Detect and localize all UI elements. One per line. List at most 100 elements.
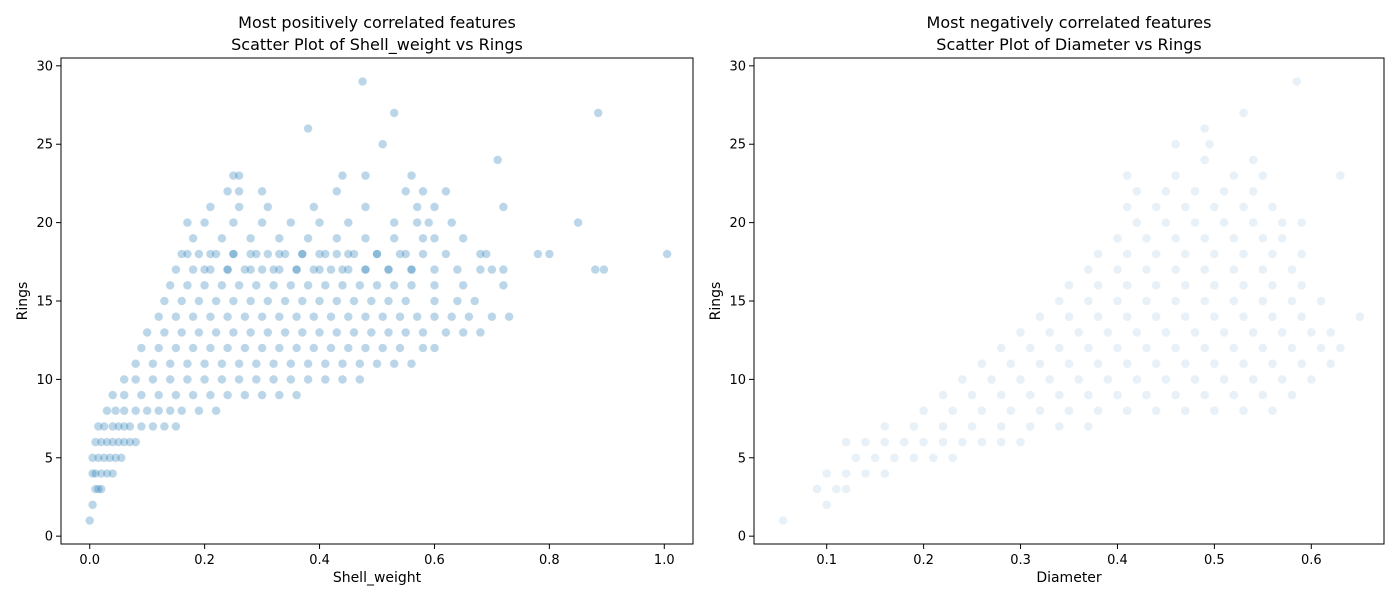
data-point [1151, 359, 1161, 369]
data-point [297, 249, 307, 259]
data-point [1200, 265, 1210, 275]
data-point [1209, 359, 1219, 369]
data-point [343, 218, 353, 228]
data-point [1190, 327, 1200, 338]
data-point [880, 437, 890, 447]
data-point [1103, 374, 1113, 385]
data-point [841, 484, 851, 494]
data-point [1209, 249, 1219, 259]
data-point [188, 343, 198, 353]
data-point [870, 453, 880, 463]
data-point [131, 359, 141, 369]
y-tick-label: 30 [729, 59, 746, 74]
data-point [337, 280, 348, 290]
data-point [274, 343, 284, 353]
data-point [154, 406, 164, 416]
data-point [909, 453, 919, 463]
data-point [822, 500, 832, 510]
data-point [234, 202, 244, 212]
data-point [1200, 233, 1210, 243]
data-point [360, 202, 371, 212]
data-point [1093, 359, 1103, 369]
data-point [326, 265, 336, 275]
data-point [314, 249, 325, 259]
data-point [1287, 296, 1297, 306]
data-point [110, 453, 121, 463]
data-point [1267, 202, 1278, 212]
data-point [200, 374, 210, 385]
data-point [1006, 359, 1016, 369]
data-point [108, 437, 118, 447]
data-point [358, 76, 368, 87]
data-point [188, 390, 198, 400]
data-point [481, 249, 491, 259]
data-point [662, 249, 672, 259]
data-point [131, 374, 141, 385]
data-point [217, 233, 227, 243]
data-point [593, 108, 603, 118]
data-point [171, 265, 181, 275]
data-point [429, 233, 440, 243]
plot-frame [60, 57, 694, 545]
data-point [378, 139, 388, 149]
data-point [177, 249, 187, 259]
data-point [154, 390, 164, 400]
data-point [406, 280, 417, 290]
data-point [880, 421, 890, 432]
data-point [332, 249, 342, 259]
data-point [320, 359, 330, 369]
data-point [1064, 280, 1074, 290]
data-point [1229, 343, 1239, 353]
data-point [165, 406, 175, 416]
x-tick-label: 0.5 [1204, 553, 1225, 568]
data-point [223, 265, 233, 275]
data-point [200, 359, 210, 369]
data-point [383, 265, 394, 275]
data-point [194, 406, 204, 416]
data-point [1170, 390, 1181, 400]
data-point [1238, 406, 1249, 416]
data-point [246, 296, 256, 306]
data-point [778, 515, 788, 526]
x-tick-label: 0.6 [1301, 553, 1322, 568]
y-tick-label: 20 [729, 216, 746, 231]
data-point [996, 390, 1006, 400]
data-point [274, 312, 284, 322]
data-point [1132, 186, 1142, 196]
data-point [274, 390, 284, 400]
data-point [812, 484, 822, 494]
data-point [343, 249, 353, 259]
data-point [429, 280, 440, 290]
data-point [378, 312, 388, 322]
y-axis-label: Rings [708, 282, 724, 321]
data-point [1180, 359, 1190, 369]
data-point [1248, 374, 1258, 385]
data-point [1296, 249, 1307, 259]
data-point [389, 280, 399, 290]
data-point [1190, 218, 1200, 228]
data-point [309, 312, 319, 322]
data-point [257, 218, 267, 228]
data-point [303, 374, 313, 385]
x-axis-label: Diameter [1036, 570, 1102, 586]
data-point [1006, 406, 1016, 416]
data-point [406, 265, 417, 275]
data-point [1141, 233, 1152, 243]
data-point [1103, 327, 1113, 338]
data-point [1219, 186, 1229, 196]
data-point [429, 343, 440, 353]
chart-diameter-vs-rings: Most negatively correlated features Scat… [708, 13, 1385, 586]
data-point [292, 265, 302, 275]
data-point [182, 359, 192, 369]
data-point [251, 374, 261, 385]
data-point [1015, 327, 1026, 338]
data-point [1170, 139, 1181, 149]
data-point [257, 186, 267, 196]
chart-title: Most negatively correlated features [927, 13, 1212, 32]
data-point [967, 390, 977, 400]
data-point [504, 312, 514, 322]
data-point [418, 233, 428, 243]
x-tick-label: 0.2 [194, 553, 215, 568]
x-tick-label: 1.0 [654, 553, 675, 568]
data-point [372, 249, 382, 259]
